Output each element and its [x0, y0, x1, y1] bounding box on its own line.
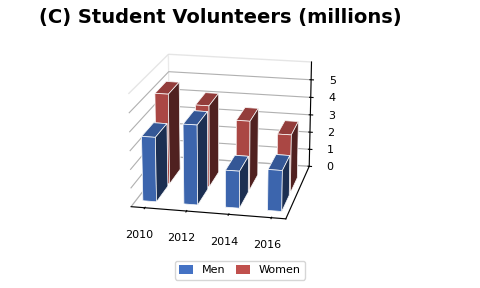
Legend: Men, Women: Men, Women: [175, 261, 305, 280]
Title: (C) Student Volunteers (millions): (C) Student Volunteers (millions): [39, 8, 402, 27]
